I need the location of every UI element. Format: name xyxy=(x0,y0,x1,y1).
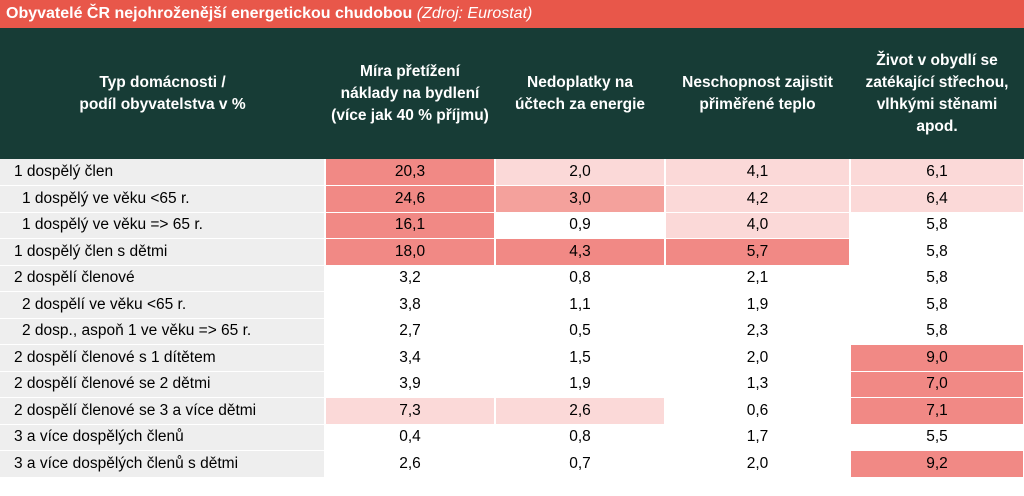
column-header: Neschopnost zajistit přiměřené teplo xyxy=(665,28,850,159)
value-cell: 1,9 xyxy=(495,371,666,398)
row-label: 2 dosp., aspoň 1 ve věku => 65 r. xyxy=(0,318,326,345)
value-cell: 16,1 xyxy=(325,212,496,239)
value-cell: 0,8 xyxy=(495,265,666,292)
table-row: 1 dospělý člen 20,3 2,0 4,1 6,1 xyxy=(0,159,1024,186)
table-row: 2 dospělí členové se 3 a více dětmi 7,3 2,… xyxy=(0,397,1024,425)
value-cell: 7,1 xyxy=(850,397,1024,425)
row-label: 2 dospělí členové xyxy=(0,265,326,292)
value-cell: 1,9 xyxy=(665,291,851,319)
value-cell: 9,2 xyxy=(850,450,1024,478)
table-title-bar: Obyvatelé ČR nejohroženější energetickou… xyxy=(0,0,1024,28)
source-note: (Zdroj: Eurostat) xyxy=(416,5,533,22)
table-row: 1 dospělý ve věku => 65 r. 16,1 0,9 4,0 5,8 xyxy=(0,212,1024,239)
energy-poverty-table: Typ domácnosti / podíl obyvatelstva v % … xyxy=(0,28,1024,478)
value-cell: 1,1 xyxy=(495,291,666,319)
table-row: 2 dospělí členové 3,2 0,8 2,1 5,8 xyxy=(0,265,1024,292)
value-cell: 3,2 xyxy=(325,265,496,292)
column-header: Typ domácnosti / podíl obyvatelstva v % xyxy=(0,28,325,159)
value-cell: 5,5 xyxy=(850,424,1024,451)
row-label: 1 dospělý člen xyxy=(0,159,326,186)
value-cell: 7,3 xyxy=(325,397,496,425)
header-row: Typ domácnosti / podíl obyvatelstva v % … xyxy=(0,28,1024,159)
row-label: 1 dospělý ve věku <65 r. xyxy=(0,185,326,213)
column-header: Míra přetížení náklady na bydlení (více … xyxy=(325,28,495,159)
table-row: 2 dospělí členové s 1 dítětem 3,4 1,5 2,0 9,… xyxy=(0,344,1024,372)
table-row: 1 dospělý ve věku <65 r. 24,6 3,0 4,2 6,4 xyxy=(0,185,1024,213)
value-cell: 2,6 xyxy=(495,397,666,425)
table-row: 3 a více dospělých členů 0,4 0,8 1,7 5,5 xyxy=(0,424,1024,451)
table-body: 1 dospělý člen 20,3 2,0 4,1 6,1 1 dospělý ve … xyxy=(0,159,1024,478)
value-cell: 4,1 xyxy=(665,159,851,186)
value-cell: 9,0 xyxy=(850,344,1024,372)
value-cell: 6,4 xyxy=(850,185,1024,213)
table-header: Typ domácnosti / podíl obyvatelstva v % … xyxy=(0,28,1024,159)
value-cell: 0,4 xyxy=(325,424,496,451)
value-cell: 0,9 xyxy=(495,212,666,239)
table-row: 1 dospělý člen s dětmi 18,0 4,3 5,7 5,8 xyxy=(0,238,1024,266)
value-cell: 4,3 xyxy=(495,238,666,266)
value-cell: 5,8 xyxy=(850,212,1024,239)
value-cell: 1,3 xyxy=(665,371,851,398)
value-cell: 2,3 xyxy=(665,318,851,345)
row-label: 1 dospělý ve věku => 65 r. xyxy=(0,212,326,239)
value-cell: 3,4 xyxy=(325,344,496,372)
value-cell: 5,8 xyxy=(850,238,1024,266)
table-row: 2 dospělí ve věku <65 r. 3,8 1,1 1,9 5,8 xyxy=(0,291,1024,319)
value-cell: 1,5 xyxy=(495,344,666,372)
value-cell: 0,7 xyxy=(495,450,666,478)
value-cell: 5,8 xyxy=(850,291,1024,319)
value-cell: 5,7 xyxy=(665,238,851,266)
value-cell: 6,1 xyxy=(850,159,1024,186)
column-header: Život v obydlí se zatékající střechou, v… xyxy=(850,28,1024,159)
value-cell: 2,0 xyxy=(665,344,851,372)
value-cell: 18,0 xyxy=(325,238,496,266)
value-cell: 5,8 xyxy=(850,265,1024,292)
value-cell: 0,5 xyxy=(495,318,666,345)
value-cell: 3,8 xyxy=(325,291,496,319)
row-label: 2 dospělí členové se 2 dětmi xyxy=(0,371,326,398)
table-title: Obyvatelé ČR nejohroženější energetickou… xyxy=(6,5,413,22)
value-cell: 3,9 xyxy=(325,371,496,398)
row-label: 2 dospělí členové s 1 dítětem xyxy=(0,344,326,372)
value-cell: 20,3 xyxy=(325,159,496,186)
row-label: 3 a více dospělých členů xyxy=(0,424,326,451)
table-row: 3 a více dospělých členů s dětmi 2,6 0,7 2,… xyxy=(0,450,1024,478)
value-cell: 5,8 xyxy=(850,318,1024,345)
value-cell: 2,1 xyxy=(665,265,851,292)
row-label: 2 dospělí členové se 3 a více dětmi xyxy=(0,397,326,425)
column-header: Nedoplatky na účtech za energie xyxy=(495,28,665,159)
value-cell: 0,6 xyxy=(665,397,851,425)
table-row: 2 dospělí členové se 2 dětmi 3,9 1,9 1,3 7,0 xyxy=(0,371,1024,398)
value-cell: 2,0 xyxy=(665,450,851,478)
value-cell: 2,0 xyxy=(495,159,666,186)
row-label: 1 dospělý člen s dětmi xyxy=(0,238,326,266)
value-cell: 0,8 xyxy=(495,424,666,451)
value-cell: 4,2 xyxy=(665,185,851,213)
table-row: 2 dosp., aspoň 1 ve věku => 65 r. 2,7 0,5 2… xyxy=(0,318,1024,345)
value-cell: 24,6 xyxy=(325,185,496,213)
value-cell: 4,0 xyxy=(665,212,851,239)
value-cell: 2,7 xyxy=(325,318,496,345)
value-cell: 3,0 xyxy=(495,185,666,213)
value-cell: 7,0 xyxy=(850,371,1024,398)
row-label: 2 dospělí ve věku <65 r. xyxy=(0,291,326,319)
row-label: 3 a více dospělých členů s dětmi xyxy=(0,450,326,478)
value-cell: 1,7 xyxy=(665,424,851,451)
value-cell: 2,6 xyxy=(325,450,496,478)
